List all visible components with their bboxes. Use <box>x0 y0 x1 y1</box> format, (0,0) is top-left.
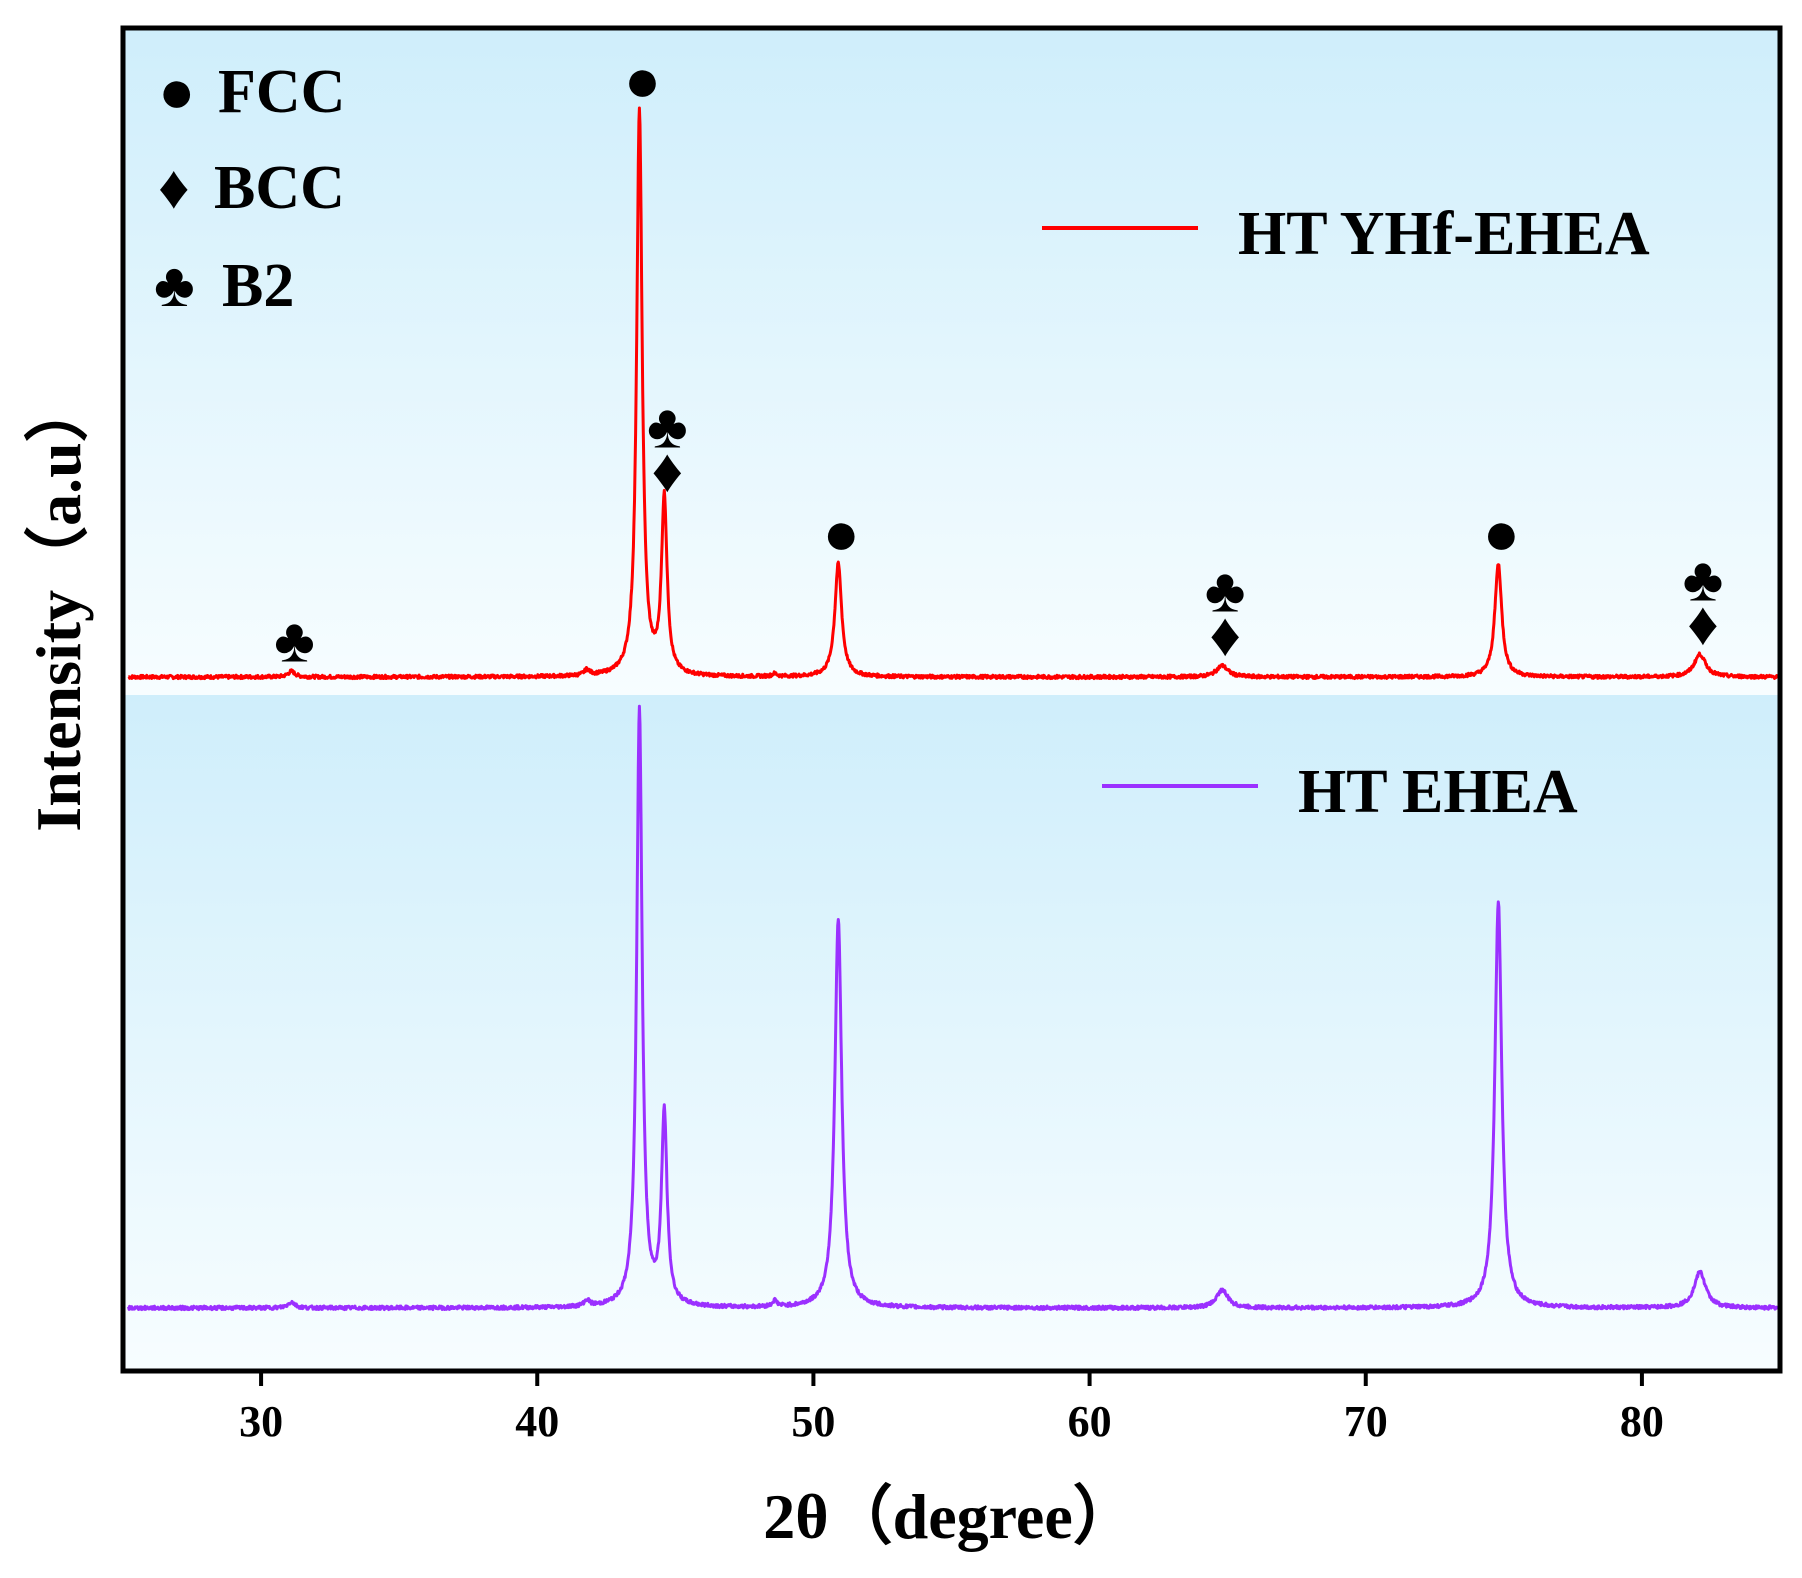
phase-marker-bcc: ♦ <box>651 438 683 506</box>
plot-frame <box>120 25 1783 1374</box>
series-line-ht-ehea <box>127 704 1780 1312</box>
annotation-layer: ♣●♣♦●♣♦●♣♦ <box>274 47 1723 675</box>
x-tick-label-40: 40 <box>515 1397 559 1446</box>
plot-background-upper <box>123 30 1778 695</box>
x-tick-label-60: 60 <box>1068 1397 1112 1446</box>
phase-marker-b2: ♣ <box>1205 558 1246 626</box>
phase-marker-fcc: ● <box>1483 500 1520 568</box>
phase-legend-marker-b2: ♣ <box>154 252 195 320</box>
x-tick-label-70: 70 <box>1344 1397 1388 1446</box>
series-layer <box>127 106 1780 1312</box>
phase-legend-label-bcc: BCC <box>214 154 345 222</box>
x-tick-label-30: 30 <box>239 1397 283 1446</box>
phase-legend-label-b2: B2 <box>222 252 294 320</box>
phase-legend-marker-bcc: ♦ <box>158 154 190 222</box>
phase-legend: ● FCC ♦ BCC ♣ B2 <box>154 58 345 320</box>
x-axis-title: 2θ（degree） <box>763 1481 1136 1552</box>
phase-legend-label-fcc: FCC <box>218 58 345 126</box>
series-legend: HT YHf-EHEA HT EHEA <box>1042 200 1650 826</box>
phase-marker-fcc: ● <box>624 47 661 115</box>
phase-marker-b2: ♣ <box>647 394 688 462</box>
phase-marker-b2: ♣ <box>274 607 315 675</box>
phase-marker-fcc: ● <box>823 500 860 568</box>
phase-marker-bcc: ♦ <box>1209 602 1241 670</box>
x-tick-label-50: 50 <box>791 1397 835 1446</box>
y-axis-title: Intensity（a.u） <box>23 378 94 831</box>
legend-label-ht-ehea: HT EHEA <box>1298 758 1578 826</box>
phase-marker-b2: ♣ <box>1683 546 1724 614</box>
phase-legend-marker-fcc: ● <box>158 58 195 126</box>
x-tick-label-80: 80 <box>1620 1397 1664 1446</box>
phase-marker-bcc: ♦ <box>1687 590 1719 658</box>
legend-label-ht-yhf-ehea: HT YHf-EHEA <box>1238 200 1650 268</box>
x-axis-ticks: 30 40 50 60 70 80 <box>239 1371 1664 1446</box>
series-line-ht-yhf-ehea <box>127 106 1780 681</box>
